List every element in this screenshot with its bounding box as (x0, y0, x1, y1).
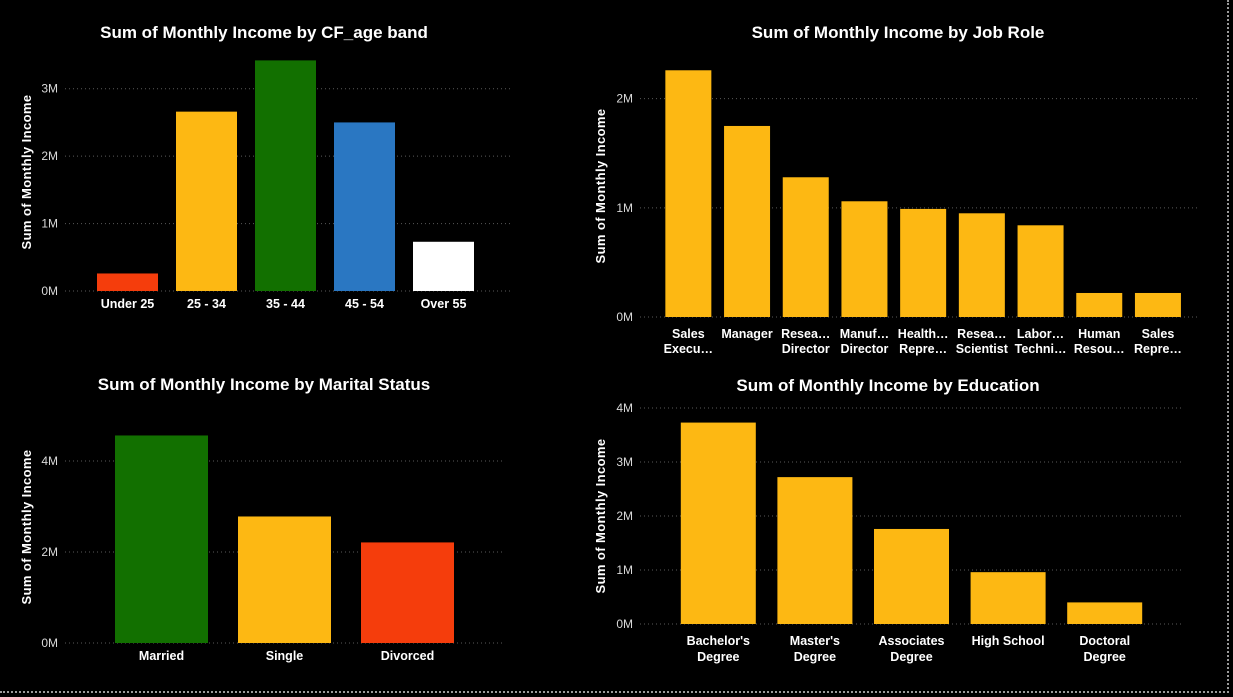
bar[interactable] (361, 542, 454, 643)
y-tick-label: 2M (41, 545, 58, 559)
x-tick-label: Manager (721, 327, 773, 341)
bar[interactable] (777, 477, 853, 624)
y-tick-label: 4M (616, 401, 633, 415)
x-tick-label: Resea… Scientist (956, 327, 1009, 356)
y-tick-label: 2M (616, 509, 633, 523)
chart-marital-status[interactable]: Sum of Monthly Income by Marital Status … (0, 360, 530, 690)
bar[interactable] (782, 177, 829, 317)
y-tick-labels: 0M 1M 2M (616, 92, 633, 324)
chart-title: Sum of Monthly Income by CF_age band (100, 23, 428, 42)
x-tick-labels: Married Single Divorced (139, 649, 434, 663)
x-tick-label: Master's Degree (790, 634, 840, 664)
bar[interactable] (413, 241, 474, 291)
bar[interactable] (874, 528, 949, 624)
y-tick-label: 1M (616, 563, 633, 577)
bars (680, 422, 1143, 624)
x-tick-label: Resea… Director (781, 327, 830, 356)
y-tick-label: 4M (41, 454, 58, 468)
x-tick-label: Single (266, 649, 304, 663)
y-tick-label: 0M (41, 636, 58, 650)
y-tick-label: 0M (616, 310, 633, 324)
x-tick-label: Associates Degree (878, 634, 944, 664)
bar[interactable] (334, 122, 395, 291)
x-tick-label: Health… Repre… (898, 327, 949, 356)
chart-title: Sum of Monthly Income by Marital Status (98, 375, 430, 394)
x-tick-label: 35 - 44 (266, 297, 305, 311)
bar[interactable] (238, 516, 331, 643)
bar[interactable] (176, 111, 237, 291)
y-tick-label: 2M (41, 149, 58, 163)
bar[interactable] (97, 273, 158, 291)
x-tick-label: High School (972, 634, 1045, 648)
chart-education[interactable]: Sum of Monthly Income by Education Sum o… (560, 360, 1225, 690)
x-tick-label: Sales Repre… (1134, 327, 1182, 356)
x-tick-label: Under 25 (101, 297, 155, 311)
chart-title: Sum of Monthly Income by Education (736, 376, 1039, 395)
y-tick-label: 3M (41, 82, 58, 96)
x-tick-label: Married (139, 649, 184, 663)
chart-job-role-svg: Sum of Monthly Income by Job Role Sum of… (593, 23, 1200, 356)
chart-age-band[interactable]: Sum of Monthly Income by CF_age band Sum… (0, 0, 530, 345)
x-tick-label: Bachelor's Degree (687, 634, 750, 664)
bar[interactable] (841, 201, 888, 317)
bars (665, 70, 1181, 318)
y-axis-title: Sum of Monthly Income (593, 438, 608, 593)
chart-job-role[interactable]: Sum of Monthly Income by Job Role Sum of… (560, 0, 1225, 365)
x-tick-labels: Sales Execu… Manager Resea… Director Manuf… Di… (664, 327, 1182, 356)
y-tick-label: 1M (41, 217, 58, 231)
x-tick-label: Over 55 (421, 297, 467, 311)
y-tick-labels: 0M 1M 2M 3M 4M (616, 401, 633, 631)
x-tick-label: Labor… Techni… (1015, 327, 1067, 356)
chart-education-svg: Sum of Monthly Income by Education Sum o… (593, 376, 1182, 664)
chart-title: Sum of Monthly Income by Job Role (752, 23, 1045, 42)
bar[interactable] (1017, 225, 1064, 317)
y-axis-title: Sum of Monthly Income (19, 449, 34, 604)
x-tick-label: Sales Execu… (664, 327, 713, 356)
bar[interactable] (1076, 292, 1123, 317)
chart-marital-status-svg: Sum of Monthly Income by Marital Status … (19, 375, 505, 663)
bar[interactable] (1067, 602, 1143, 624)
x-tick-label: 45 - 54 (345, 297, 384, 311)
bar[interactable] (115, 435, 208, 643)
bar[interactable] (970, 572, 1046, 624)
x-tick-labels: Bachelor's Degree Master's Degree Associates… (687, 634, 1130, 664)
bar[interactable] (900, 208, 947, 317)
y-axis-title: Sum of Monthly Income (19, 94, 34, 249)
y-axis-title: Sum of Monthly Income (593, 108, 608, 263)
bars (97, 60, 474, 291)
y-tick-label: 0M (41, 284, 58, 298)
x-tick-label: Manuf… Director (840, 327, 889, 356)
chart-age-band-svg: Sum of Monthly Income by CF_age band Sum… (19, 23, 510, 311)
bar[interactable] (724, 125, 771, 317)
x-tick-label: Human Resou… (1074, 327, 1125, 356)
x-tick-label: Doctoral Degree (1079, 634, 1130, 664)
bar[interactable] (680, 422, 756, 624)
bar[interactable] (255, 60, 316, 291)
x-tick-label: Divorced (381, 649, 435, 663)
bar[interactable] (1134, 292, 1181, 317)
y-tick-label: 3M (616, 455, 633, 469)
x-tick-labels: Under 25 25 - 34 35 - 44 45 - 54 Over 55 (101, 297, 467, 311)
y-tick-labels: 0M 2M 4M (41, 454, 58, 650)
y-tick-labels: 0M 1M 2M 3M (41, 82, 58, 298)
x-tick-label: 25 - 34 (187, 297, 226, 311)
y-tick-label: 1M (616, 201, 633, 215)
y-tick-label: 2M (616, 92, 633, 106)
y-tick-label: 0M (616, 617, 633, 631)
bar[interactable] (665, 70, 712, 318)
bars (115, 435, 454, 643)
bar[interactable] (958, 213, 1005, 317)
